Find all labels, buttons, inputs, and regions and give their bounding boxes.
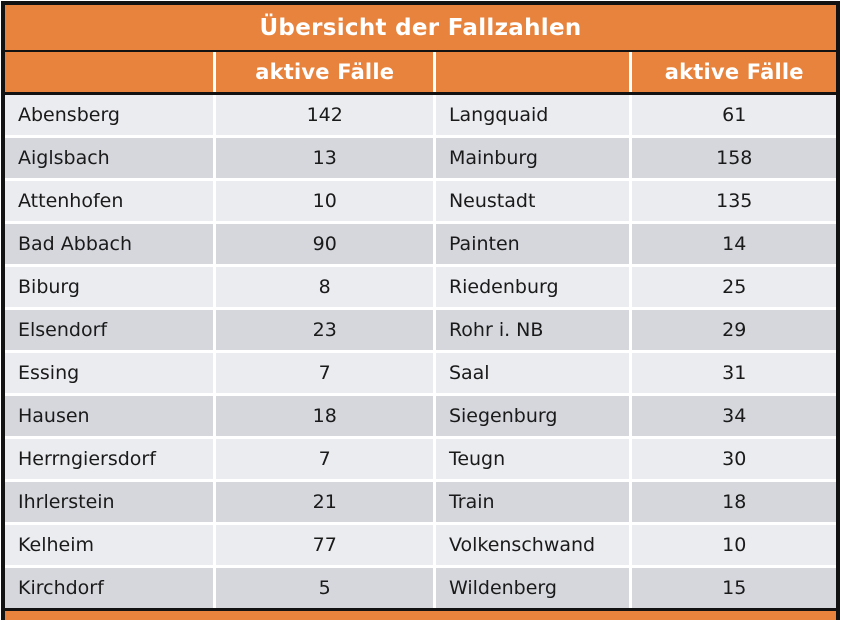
municipality-name-cell: Langquaid — [435, 95, 630, 135]
municipality-name-cell: Kirchdorf — [5, 568, 214, 608]
case-count-cell: 7 — [216, 439, 433, 479]
case-count-cell: 23 — [216, 310, 433, 350]
case-count-cell: 90 — [216, 224, 433, 264]
municipality-name-cell: Aiglsbach — [5, 138, 214, 178]
case-count-cell: 34 — [632, 396, 836, 436]
case-count-cell: 18 — [216, 396, 433, 436]
case-count-cell: 5 — [216, 568, 433, 608]
municipality-name-cell: Mainburg — [435, 138, 630, 178]
case-count-cell: 10 — [216, 181, 433, 221]
municipality-name-cell: Herrngiersdorf — [5, 439, 214, 479]
header-cell-active-cases-right: aktive Fälle — [632, 52, 836, 92]
municipality-name-cell: Hausen — [5, 396, 214, 436]
municipality-name-cell: Saal — [435, 353, 630, 393]
municipality-name-cell: Wildenberg — [435, 568, 630, 608]
case-count-cell: 21 — [216, 482, 433, 522]
case-count-cell: 15 — [632, 568, 836, 608]
municipality-name-cell: Rohr i. NB — [435, 310, 630, 350]
municipality-name-cell: Ihrlerstein — [5, 482, 214, 522]
municipality-name-cell: Elsendorf — [5, 310, 214, 350]
case-count-cell: 142 — [216, 95, 433, 135]
case-count-cell: 158 — [632, 138, 836, 178]
active-cases-header-left: aktive Fälle — [255, 60, 395, 84]
header-cell-municipality-right — [435, 52, 630, 92]
case-count-cell: 77 — [216, 525, 433, 565]
table-title-row: Übersicht der Fallzahlen — [5, 5, 836, 52]
municipality-name-cell: Attenhofen — [5, 181, 214, 221]
case-count-cell: 61 — [632, 95, 836, 135]
header-cell-municipality-left — [5, 52, 214, 92]
case-count-cell: 29 — [632, 310, 836, 350]
municipality-name-cell: Painten — [435, 224, 630, 264]
case-count-cell: 10 — [632, 525, 836, 565]
municipality-name-cell: Biburg — [5, 267, 214, 307]
municipality-name-cell: Siegenburg — [435, 396, 630, 436]
municipality-name-cell: Kelheim — [5, 525, 214, 565]
municipality-name-cell: Neustadt — [435, 181, 630, 221]
table-title: Übersicht der Fallzahlen — [259, 14, 582, 41]
municipality-name-cell: Train — [435, 482, 630, 522]
case-count-cell: 18 — [632, 482, 836, 522]
municipality-name-cell: Abensberg — [5, 95, 214, 135]
case-count-cell: 135 — [632, 181, 836, 221]
active-cases-header-right: aktive Fälle — [664, 60, 804, 84]
header-cell-active-cases-left: aktive Fälle — [216, 52, 433, 92]
municipality-name-cell: Essing — [5, 353, 214, 393]
municipality-name-cell: Teugn — [435, 439, 630, 479]
case-count-cell: 31 — [632, 353, 836, 393]
municipality-name-cell: Bad Abbach — [5, 224, 214, 264]
table-body: Abensberg 142 Langquaid 61 Aiglsbach 13 Mainbu… — [5, 95, 836, 608]
case-count-cell: 13 — [216, 138, 433, 178]
bottom-orange-strip — [5, 608, 836, 620]
case-count-cell: 8 — [216, 267, 433, 307]
municipality-name-cell: Riedenburg — [435, 267, 630, 307]
case-count-cell: 25 — [632, 267, 836, 307]
municipality-name-cell: Volkenschwand — [435, 525, 630, 565]
case-count-cell: 14 — [632, 224, 836, 264]
case-count-cell: 7 — [216, 353, 433, 393]
table-header-row: aktive Fälle aktive Fälle — [5, 52, 836, 95]
case-count-cell: 30 — [632, 439, 836, 479]
